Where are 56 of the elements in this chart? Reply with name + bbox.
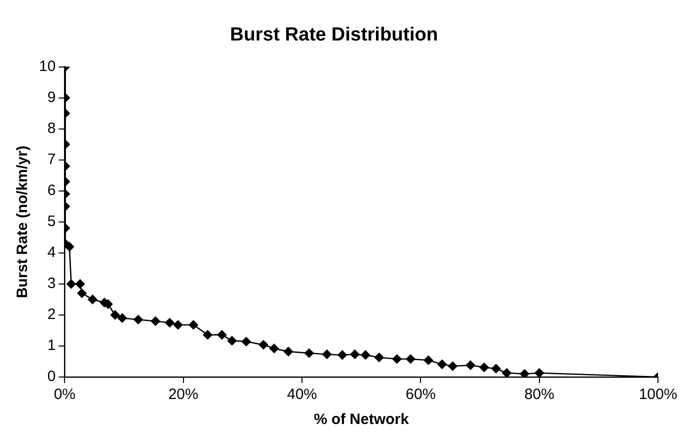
- point: [150, 316, 160, 326]
- point: [437, 360, 447, 369]
- chart-title: Burst Rate Distribution: [230, 24, 438, 46]
- y-axis-title: Burst Rate (no/km/yr): [14, 146, 32, 298]
- y-tick-label: 4: [47, 244, 56, 262]
- y-tick-label: 6: [47, 182, 56, 200]
- point: [491, 364, 501, 374]
- point: [134, 314, 143, 324]
- point: [338, 350, 348, 360]
- point: [173, 320, 183, 330]
- point: [165, 318, 174, 328]
- point: [75, 279, 85, 289]
- y-tick-label: 1: [47, 337, 56, 354]
- point: [520, 369, 530, 377]
- point: [534, 368, 544, 377]
- point: [66, 279, 76, 289]
- y-tick-label: 10: [38, 58, 56, 75]
- point: [502, 368, 512, 377]
- y-tick-label: 5: [47, 213, 56, 230]
- y-tick-label: 9: [47, 88, 56, 106]
- x-tick-label: 40%: [286, 386, 318, 404]
- point: [269, 344, 279, 354]
- point: [406, 354, 416, 364]
- point: [77, 288, 87, 298]
- x-tick-label: 60%: [406, 386, 436, 404]
- point: [118, 313, 127, 323]
- point: [480, 362, 489, 372]
- point: [374, 352, 384, 362]
- y-tick-label: 3: [47, 275, 56, 292]
- x-tick-label: 0%: [54, 386, 76, 404]
- point: [448, 361, 458, 371]
- y-tick-label: 7: [47, 151, 56, 168]
- point: [110, 310, 120, 320]
- point: [360, 350, 370, 360]
- point: [188, 320, 198, 330]
- point: [227, 336, 237, 346]
- point: [217, 330, 227, 340]
- x-tick-label: 80%: [524, 386, 554, 404]
- point: [322, 350, 332, 360]
- x-tick-label: 20%: [168, 386, 198, 404]
- point: [284, 346, 294, 356]
- point: [350, 350, 360, 360]
- y-tick-label: 0: [47, 368, 56, 386]
- y-tick-label: 8: [47, 120, 56, 137]
- point: [424, 356, 434, 365]
- point: [242, 336, 251, 346]
- x-axis-title: % of Network: [314, 411, 410, 428]
- x-tick-label: 100%: [638, 386, 678, 404]
- point: [88, 294, 98, 304]
- point: [392, 354, 402, 364]
- point: [64, 242, 74, 252]
- point: [466, 360, 476, 370]
- point: [304, 348, 314, 358]
- point: [203, 330, 212, 340]
- point: [258, 340, 268, 350]
- y-tick-label: 2: [47, 306, 56, 324]
